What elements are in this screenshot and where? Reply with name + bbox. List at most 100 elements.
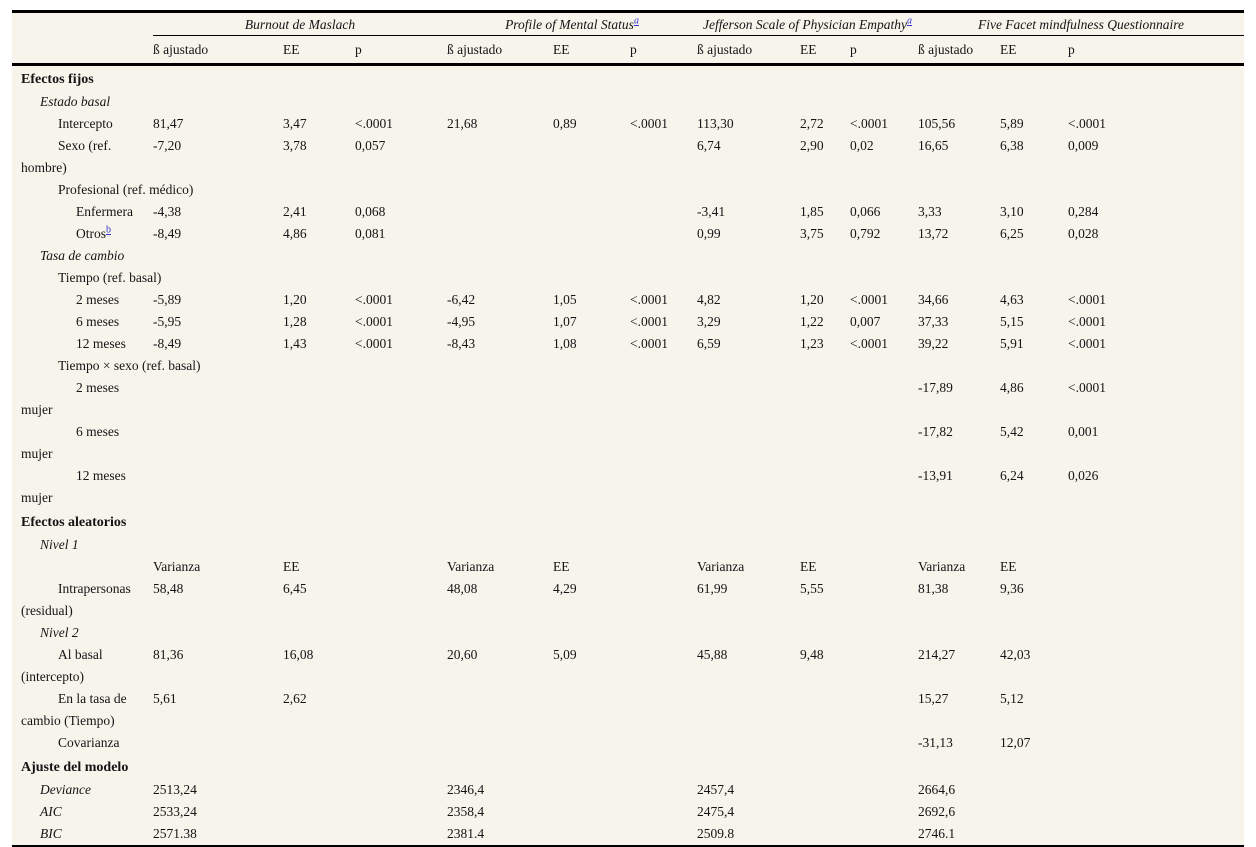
row-label-line1: 6 meses	[76, 314, 120, 329]
data-cell: 1,23	[800, 336, 824, 351]
data-cell: 5,12	[1000, 691, 1024, 706]
data-cell: 0,026	[1068, 468, 1099, 483]
row-label-line1: 6 meses	[76, 424, 120, 439]
row-label-line1: 12 meses	[76, 336, 126, 351]
row-label: Estado basal	[12, 91, 1244, 113]
row-label-line2: (intercepto)	[21, 669, 84, 684]
row-label: Tiempo × sexo (ref. basal)	[12, 355, 1244, 377]
data-cell: Varianza	[153, 559, 201, 574]
row-label-line1: Intrapersonas	[58, 581, 131, 596]
row-label-line1: Intercepto	[58, 116, 113, 131]
data-cell: 113,30	[697, 116, 734, 131]
data-cell: 5,91	[1000, 336, 1024, 351]
table-row: Sexo (ref. hombre) -7,20 3,78 0,057 6,74 2,90 0…	[12, 135, 1244, 179]
data-cell: <.0001	[630, 314, 668, 329]
data-cell: <.0001	[355, 314, 393, 329]
data-cell: 0,89	[553, 116, 577, 131]
data-cell: 0,001	[1068, 424, 1099, 439]
data-cell: <.0001	[850, 336, 888, 351]
row-label: 2 meses mujer	[12, 377, 153, 421]
row-label: En la tasa de cambio (Tiempo)	[12, 688, 153, 732]
data-cell: 3,29	[697, 314, 721, 329]
row-label-line1: En la tasa de	[58, 691, 127, 706]
data-cell: -5,95	[153, 314, 182, 329]
row-label-line1: Nivel 1	[40, 537, 79, 552]
table-row: Tiempo × sexo (ref. basal)	[12, 355, 1244, 377]
data-cell: 6,24	[1000, 468, 1024, 483]
table-body: Efectos fijos Estado basal Intercepto 81,47…	[12, 66, 1244, 845]
row-label: Tiempo (ref. basal)	[12, 267, 1244, 289]
row-label: Intercepto	[12, 113, 153, 135]
row-label-line1: 12 meses	[76, 468, 126, 483]
row-label-line2: mujer	[21, 490, 53, 505]
row-label: Al basal (intercepto)	[12, 644, 153, 688]
data-cell: 0,068	[355, 204, 386, 219]
table-row: Intrapersonas (residual) 58,48 6,45 48,08 4,2…	[12, 578, 1244, 622]
row-label-line1: Covarianza	[58, 735, 120, 750]
group-header-row: Burnout de Maslach Profile of Mental Stat…	[12, 13, 1244, 35]
row-label-line1: Estado basal	[40, 94, 111, 109]
data-cell: <.0001	[630, 116, 668, 131]
data-cell: 2457,4	[697, 782, 735, 797]
data-cell: 21,68	[447, 116, 478, 131]
data-cell: 5,55	[800, 581, 824, 596]
footnote-link[interactable]: b	[106, 224, 111, 236]
data-cell: 4,86	[283, 226, 307, 241]
row-label: Sexo (ref. hombre)	[12, 135, 153, 179]
data-cell: Varianza	[697, 559, 745, 574]
row-label-line1: 2 meses	[76, 292, 120, 307]
table-row: Ajuste del modelo	[12, 754, 1244, 779]
column-header-ee: EE	[553, 41, 570, 57]
data-cell: 81,36	[153, 647, 184, 662]
data-cell: 81,38	[918, 581, 949, 596]
data-cell: 4,63	[1000, 292, 1024, 307]
row-label-line1: Nivel 2	[40, 625, 79, 640]
data-cell: -4,38	[153, 204, 182, 219]
row-label-line1: Ajuste del modelo	[21, 760, 129, 775]
data-cell: 2746.1	[918, 826, 956, 841]
row-label-line1: AIC	[40, 804, 62, 819]
data-cell: Varianza	[447, 559, 495, 574]
row-label-line1: Sexo (ref.	[58, 138, 112, 153]
footnote-link[interactable]: a	[906, 15, 912, 27]
data-cell: 2664,6	[918, 782, 956, 797]
data-cell: 1,20	[800, 292, 824, 307]
data-cell: <.0001	[355, 292, 393, 307]
data-cell: EE	[553, 559, 570, 574]
data-cell: <.0001	[1068, 292, 1106, 307]
data-cell: -3,41	[697, 204, 726, 219]
data-cell: 0,028	[1068, 226, 1099, 241]
row-label-line1: 2 meses	[76, 380, 120, 395]
column-header-ee: EE	[1000, 41, 1017, 57]
footnote-link[interactable]: a	[633, 15, 639, 27]
data-cell: 3,10	[1000, 204, 1024, 219]
data-cell: 6,25	[1000, 226, 1024, 241]
row-label-line2: mujer	[21, 446, 53, 461]
row-label: Profesional (ref. médico)	[12, 179, 1244, 201]
data-cell: 1,05	[553, 292, 577, 307]
row-label-line2: cambio (Tiempo)	[21, 713, 115, 728]
data-cell: 37,33	[918, 314, 949, 329]
data-cell: 2381.4	[447, 826, 485, 841]
table-row: Efectos aleatorios	[12, 509, 1244, 534]
row-label: Efectos aleatorios	[12, 509, 1244, 534]
table-row: 2 meses mujer -17,89 4,86 <.0001	[12, 377, 1244, 421]
data-cell: 16,65	[918, 138, 949, 153]
table-row: Estado basal	[12, 91, 1244, 113]
data-cell: 4,29	[553, 581, 577, 596]
data-cell: -5,89	[153, 292, 182, 307]
data-cell: 4,82	[697, 292, 721, 307]
data-cell: <.0001	[1068, 314, 1106, 329]
data-cell: 6,45	[283, 581, 307, 596]
data-cell: 4,86	[1000, 380, 1024, 395]
row-label-line1: Tasa de cambio	[40, 248, 125, 263]
group-title-text: Jefferson Scale of Physician Empathy	[703, 17, 907, 32]
data-cell: 2346,4	[447, 782, 485, 797]
data-cell: 42,03	[1000, 647, 1031, 662]
data-cell: <.0001	[630, 336, 668, 351]
data-cell: 16,08	[283, 647, 314, 662]
data-cell: 39,22	[918, 336, 949, 351]
table-row: Nivel 1	[12, 534, 1244, 556]
row-label: Nivel 2	[12, 622, 1244, 644]
data-cell: 3,75	[800, 226, 824, 241]
